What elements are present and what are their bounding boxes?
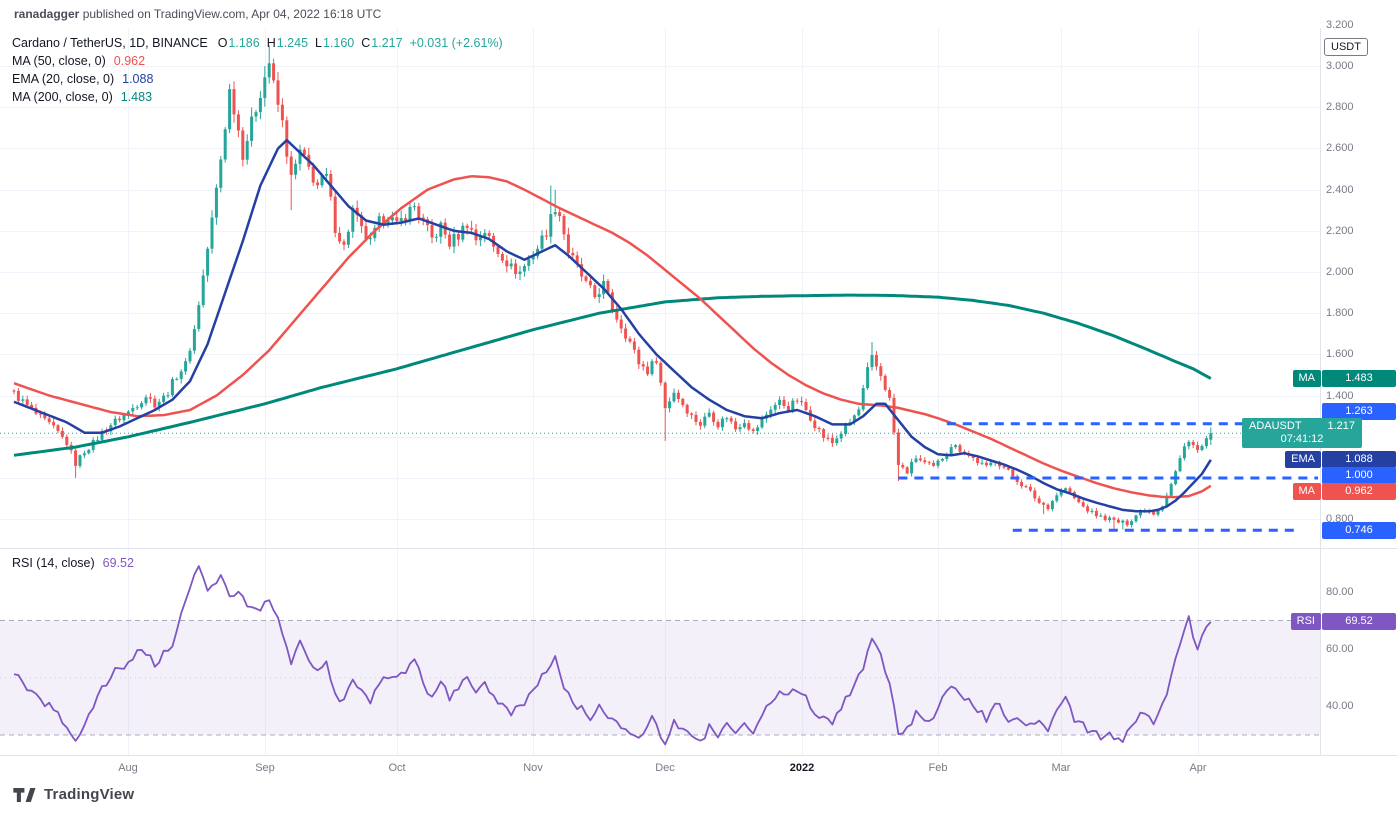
rsi-legend: RSI (14, close) 69.52: [12, 556, 134, 574]
legend-ma50-value: 0.962: [113, 54, 146, 68]
price-axis-border: [1320, 28, 1321, 755]
main-legend: Cardano / TetherUS, 1D, BINANCE O1.186 H…: [12, 36, 503, 108]
rsi-axis-label: 40.00: [1326, 700, 1354, 712]
tag-value: 1.483: [1322, 370, 1396, 387]
price-axis-label: 2.800: [1326, 101, 1354, 113]
tag-value: 1.000: [1322, 467, 1396, 484]
tag-support-0746: 0.746: [1322, 522, 1396, 539]
tag-value: 0.746: [1322, 522, 1396, 539]
rsi-axis-label: 60.00: [1326, 643, 1354, 655]
time-axis-label-Dec: Dec: [655, 762, 675, 774]
price-axis-label: 0.800: [1326, 513, 1354, 525]
tradingview-logo[interactable]: TradingView: [13, 786, 134, 803]
time-axis-label-Nov: Nov: [523, 762, 543, 774]
time-axis-label-Aug: Aug: [118, 762, 138, 774]
symbol-title: Cardano / TetherUS, 1D, BINANCE: [12, 36, 208, 50]
legend-ma200-row[interactable]: MA (200, close, 0) 1.483: [12, 90, 503, 104]
price-axis-label: 3.000: [1326, 60, 1354, 72]
legend-ma50-label: MA (50, close, 0): [12, 54, 106, 68]
price-axis-label: 1.800: [1326, 307, 1354, 319]
currency-label[interactable]: USDT: [1324, 38, 1368, 56]
legend-rsi-row[interactable]: RSI (14, close) 69.52: [12, 556, 134, 570]
time-axis-label-2022: 2022: [789, 762, 815, 774]
time-axis-label-Mar: Mar: [1051, 762, 1071, 774]
attribution-text: published on TradingView.com, Apr 04, 20…: [79, 7, 382, 21]
main-chart-canvas[interactable]: [0, 28, 1320, 549]
attribution-username: ranadagger: [14, 7, 80, 21]
legend-rsi-label: RSI (14, close): [12, 556, 95, 570]
legend-ema20-label: EMA (20, close, 0): [12, 72, 115, 86]
legend-ema20-row[interactable]: EMA (20, close, 0) 1.088: [12, 72, 503, 86]
legend-change: +0.031 (+2.61%): [409, 36, 503, 50]
price-axis-label: 1.400: [1326, 390, 1354, 402]
legend-ma50-row[interactable]: MA (50, close, 0) 0.962: [12, 54, 503, 68]
price-axis-label: 3.200: [1326, 19, 1354, 31]
rsi-axis-label: 80.00: [1326, 586, 1354, 598]
pane-separator[interactable]: [0, 548, 1398, 549]
legend-ema20-value: 1.088: [122, 72, 154, 86]
ohlc-low: L1.160: [315, 36, 355, 50]
time-axis[interactable]: Aug Sep Oct Nov Dec 2022 Feb Mar Apr: [0, 755, 1398, 780]
legend-ma200-label: MA (200, close, 0): [12, 90, 113, 104]
attribution-bar: ranadagger published on TradingView.com,…: [14, 7, 381, 21]
price-axis-label: 1.600: [1326, 348, 1354, 360]
tag-value: 0.962: [1322, 483, 1396, 500]
time-axis-label-Feb: Feb: [928, 762, 948, 774]
price-axis-label: 1.000: [1326, 472, 1354, 484]
ohlc-high: H1.245: [266, 36, 309, 50]
rsi-pane-canvas[interactable]: [0, 549, 1320, 755]
tag-resistance-1263: 1.263: [1322, 403, 1396, 420]
price-axis-label: 2.600: [1326, 142, 1354, 154]
price-axis-label: 1.200: [1326, 431, 1354, 443]
legend-rsi-value: 69.52: [102, 556, 134, 570]
time-axis-border: [0, 755, 1398, 756]
price-axis-label: 2.400: [1326, 184, 1354, 196]
price-axis-label: 2.200: [1326, 225, 1354, 237]
tradingview-logo-icon: [13, 787, 36, 802]
tag-value: 1.263: [1322, 403, 1396, 420]
ohlc-close: C1.217: [361, 36, 403, 50]
tag-value: 69.52: [1322, 613, 1396, 630]
legend-ma200-value: 1.483: [120, 90, 153, 104]
time-axis-label-Oct: Oct: [388, 762, 406, 774]
tag-value: 1.088: [1322, 451, 1396, 468]
legend-symbol-row[interactable]: Cardano / TetherUS, 1D, BINANCE O1.186 H…: [12, 36, 503, 50]
ohlc-open: O1.186: [217, 36, 260, 50]
price-axis-label: 2.000: [1326, 266, 1354, 278]
tag-support-1000: 1.000: [1322, 467, 1396, 484]
time-axis-label-Apr: Apr: [1189, 762, 1207, 774]
tradingview-logo-text: TradingView: [44, 786, 135, 803]
tag-symbol-price: 1.217: [1327, 420, 1355, 432]
time-axis-label-Sep: Sep: [255, 762, 275, 774]
